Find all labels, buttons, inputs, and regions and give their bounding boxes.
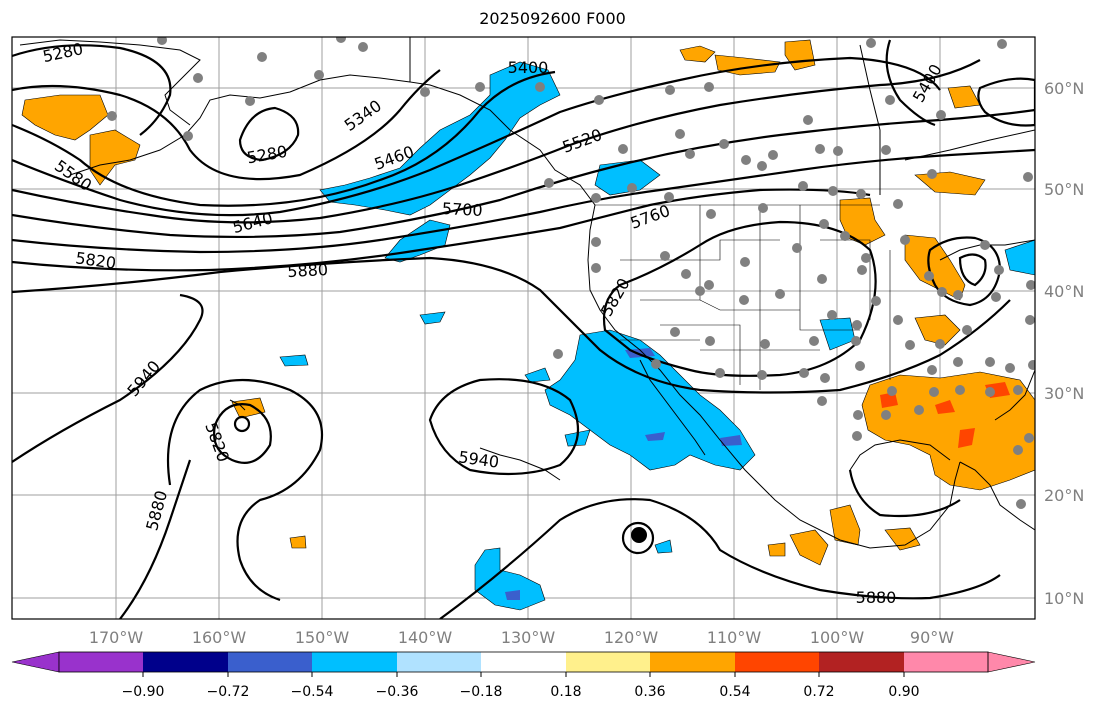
positive-anomaly-fills [21,39,1035,566]
colorbar-extend-right [987,651,1036,673]
lon-label: 100°W [810,628,865,647]
colorbar-cell [312,652,397,672]
lat-label: 60°N [1044,79,1084,98]
lon-label: 150°W [295,628,350,647]
colorbar-cell [735,652,819,672]
colorbar-tick-label: 0.90 [888,684,919,700]
colorbar: −0.90 −0.72 −0.54 −0.36 −0.18 0.18 0.36 0.54 0.7… [11,651,1036,700]
state-borders [595,204,891,390]
colorbar-outline [58,651,989,673]
lat-label: 40°N [1044,282,1084,301]
colorbar-cell [904,652,988,672]
colorbar-cell [397,652,481,672]
colorbar-tick-label: −0.72 [207,684,250,700]
colorbar-cell [819,652,904,672]
colorbar-cell [566,652,650,672]
colorbar-cell [481,652,566,672]
lat-label: 30°N [1044,384,1084,403]
colorbar-cell [228,652,312,672]
lon-label: 90°W [910,628,954,647]
lon-label: 160°W [192,628,247,647]
negative-anomaly-fills [279,61,1035,611]
colorbar-tick-label: −0.90 [122,684,165,700]
colorbar-tick-label: 0.18 [550,684,581,700]
lon-label: 110°W [707,628,762,647]
lat-label: 10°N [1044,589,1084,608]
map-frame [11,36,1036,620]
latitude-axis-labels: 60°N 50°N 40°N 30°N 20°N 10°N [1044,79,1084,608]
colorbar-ticks: −0.90 −0.72 −0.54 −0.36 −0.18 0.18 0.36 0.54 0.7… [122,672,920,700]
lat-label: 50°N [1044,180,1084,199]
height-contours [12,39,1035,619]
colorbar-tick-label: 0.72 [803,684,834,700]
lon-label: 120°W [604,628,659,647]
contour-label: 5880 [287,260,329,281]
longitude-axis-labels: 170°W 160°W 150°W 140°W 130°W 120°W 110°… [89,628,954,647]
contour-label: 5700 [441,199,483,220]
colorbar-cell [143,652,228,672]
lat-label: 20°N [1044,486,1084,505]
low-center-marker [631,527,647,543]
lon-label: 130°W [501,628,556,647]
colorbar-cells [59,652,988,672]
colorbar-tick-label: 0.36 [634,684,665,700]
map-area [12,37,1035,619]
colorbar-tick-label: −0.18 [460,684,503,700]
contour-label: 5880 [856,588,897,607]
colorbar-cell [650,652,735,672]
colorbar-cell [59,652,143,672]
colorbar-tick-label: 0.54 [719,684,750,700]
station-markers [107,37,1035,509]
colorbar-extend-left [11,651,60,673]
colorbar-tick-label: −0.54 [291,684,334,700]
contour-label: 5400 [508,58,549,77]
colorbar-tick-label: −0.36 [376,684,419,700]
lon-label: 170°W [89,628,144,647]
lon-label: 140°W [398,628,453,647]
map-title: 2025092600 F000 [479,9,626,28]
